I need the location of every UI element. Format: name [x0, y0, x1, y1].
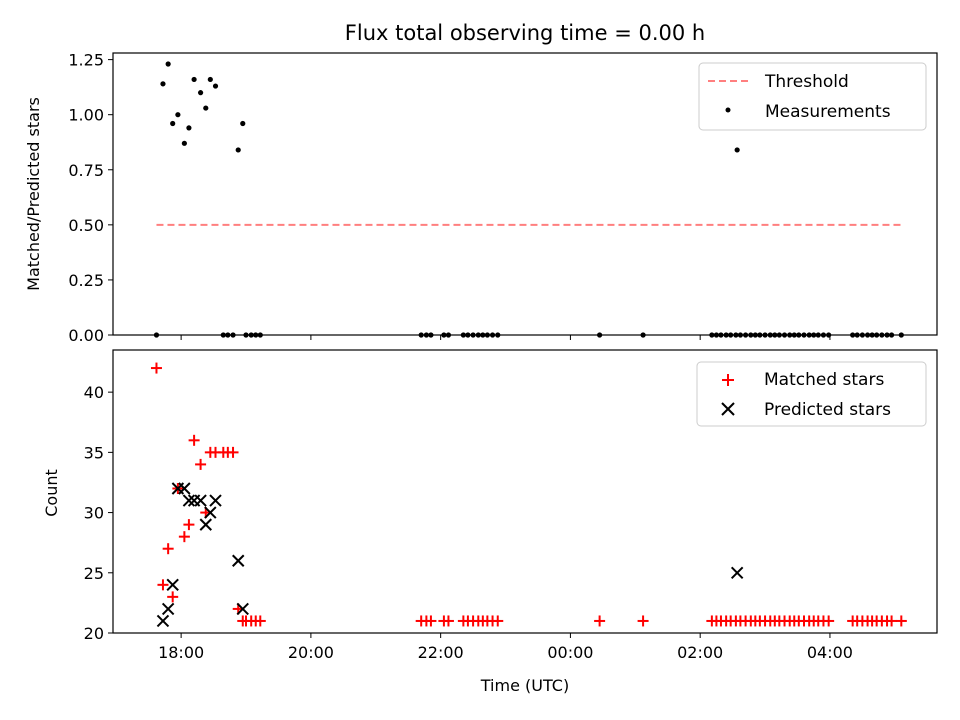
matched-star-point: [442, 615, 454, 627]
top-ytick-label: 1.00: [68, 106, 104, 125]
predicted-star-point: [204, 506, 217, 519]
bottom-legend-frame: [696, 361, 927, 427]
measurement-point: [235, 147, 241, 153]
bottom-xtick-label: 04:00: [807, 643, 853, 662]
bottom-xtick-label: 20:00: [288, 643, 334, 662]
bottom-ytick-label: 30: [84, 504, 104, 523]
measurement-point: [207, 76, 213, 83]
predicted-star-point: [182, 494, 196, 507]
predicted-star-point: [194, 494, 207, 507]
bottom-xtick-label: 18:00: [158, 643, 204, 662]
predicted-star-stroke: [178, 482, 191, 495]
measurements-legend-label: Measurements: [765, 102, 891, 122]
predicted-star-stroke: [236, 602, 249, 616]
measurement-point: [734, 147, 740, 153]
bottom-xtick-label: 22:00: [418, 643, 464, 662]
top-ytick-label: 0.00: [68, 326, 104, 345]
matched-star-point: [895, 615, 907, 627]
bottom-legend: Matched stars Predicted stars: [696, 361, 927, 427]
matched-star-point: [157, 579, 169, 591]
matched-star-point: [637, 615, 649, 627]
measurement-point: [181, 140, 187, 146]
matched-star-point: [425, 615, 437, 627]
predicted-star-point: [161, 602, 175, 616]
measurement-point: [170, 120, 176, 127]
predicted-star-point: [236, 602, 249, 616]
top-ytick-label: 0.50: [68, 216, 104, 235]
measurement-point: [191, 76, 197, 83]
matched-star-point: [183, 519, 195, 531]
top-legend-frame: [698, 62, 927, 131]
predicted-star-stroke: [209, 494, 222, 507]
predicted-legend-swatch: [721, 402, 735, 416]
predicted-star-point: [166, 578, 179, 592]
matched-legend-label: Matched stars: [764, 370, 884, 390]
predicted-star-point: [178, 482, 191, 495]
top-ytick-label: 1.25: [68, 51, 104, 70]
predicted-star-stroke: [199, 518, 212, 531]
matched-star-point: [162, 543, 174, 555]
predicted-star-stroke: [161, 602, 175, 616]
matched-star-point: [886, 615, 898, 627]
matched-star-point: [178, 531, 190, 543]
matched-star-point: [188, 434, 200, 446]
bottom-ytick-label: 25: [84, 564, 104, 583]
predicted-star-stroke: [156, 614, 170, 628]
bottom-xtick-label: 02:00: [677, 643, 723, 662]
predicted-star-point: [199, 518, 212, 531]
predicted-star-stroke: [182, 494, 196, 507]
threshold-legend-label: Threshold: [764, 72, 849, 92]
bottom-ytick-label: 20: [84, 624, 104, 643]
measurements-legend-swatch: [725, 107, 731, 113]
predicted-star-stroke: [194, 494, 207, 507]
x-axis-label: Time (UTC): [480, 676, 569, 695]
matched-star-point: [227, 446, 239, 458]
top-axes-frame: [112, 52, 938, 336]
matched-star-point: [167, 591, 179, 603]
measurement-point: [203, 105, 209, 111]
matched-star-point: [254, 615, 266, 627]
bottom-ytick-label: 35: [84, 443, 104, 462]
measurement-point: [160, 81, 166, 87]
matched-star-point: [823, 615, 835, 627]
measurement-point: [165, 61, 171, 67]
matched-star-point: [594, 615, 606, 627]
predicted-legend-label: Predicted stars: [764, 400, 891, 420]
matched-star-point: [492, 615, 504, 627]
bottom-plot-area: 20 25 30 35 40 18:00 20:00 22:00 00:00 02:00 04:00: [84, 349, 938, 662]
predicted-star-stroke: [166, 578, 179, 592]
predicted-star-point: [156, 614, 170, 628]
bottom-ytick-label: 40: [84, 383, 104, 402]
bottom-xtick-label: 00:00: [547, 643, 593, 662]
predicted-star-stroke: [232, 554, 245, 567]
bottom-ylabel: Count: [42, 469, 61, 517]
measurement-point: [212, 83, 219, 89]
measurement-point: [175, 112, 181, 118]
bottom-axes-frame: [112, 349, 938, 634]
top-ylabel: Matched/Predicted stars: [24, 97, 43, 291]
top-legend: Threshold Measurements: [698, 62, 927, 131]
top-ytick-label: 0.75: [68, 161, 104, 180]
measurement-point: [240, 120, 246, 127]
predicted-star-point: [730, 566, 744, 579]
matched-legend-swatch: [722, 374, 734, 386]
top-ytick-label: 0.25: [68, 271, 104, 290]
matched-star-point: [195, 458, 207, 470]
predicted-star-stroke: [730, 566, 744, 579]
measurement-point: [186, 125, 192, 131]
matched-star-point: [150, 362, 162, 374]
top-plot-area: 0.00 0.25 0.50 0.75 1.00 1.25: [68, 51, 938, 345]
predicted-star-stroke: [204, 506, 217, 519]
predicted-star-point: [232, 554, 245, 567]
measurement-point: [197, 90, 204, 96]
chart-title: Flux total observing time = 0.00 h: [345, 21, 705, 45]
predicted-star-point: [209, 494, 222, 507]
